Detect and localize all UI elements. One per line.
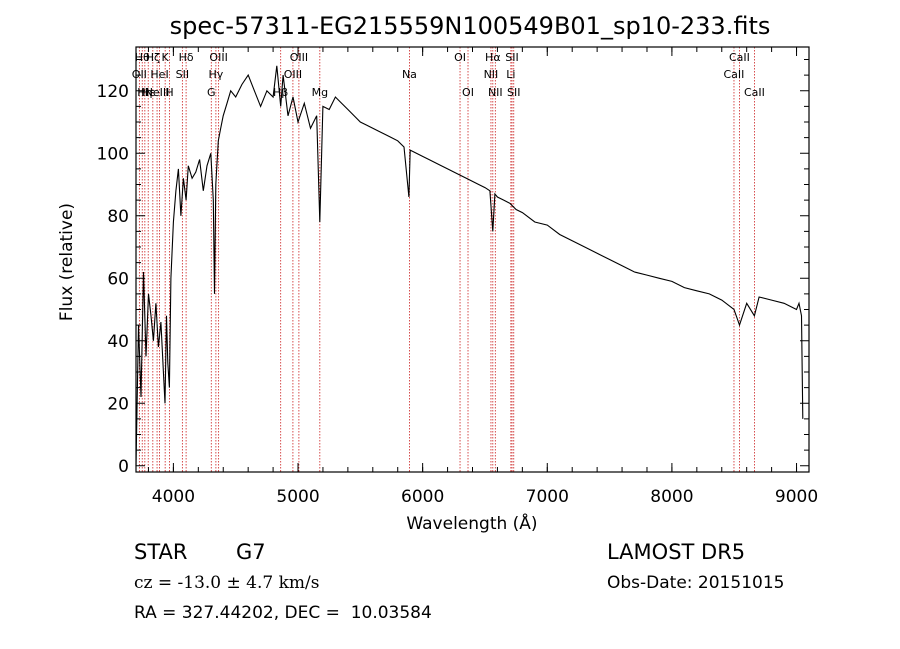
y-tick-label: 80 [107, 207, 129, 227]
spectral-line-label: Hζ [146, 51, 160, 64]
spectral-line-label: Hδ [179, 51, 194, 64]
spectral-line-label: OIII [284, 68, 302, 81]
survey-name: LAMOST DR5 [607, 540, 746, 564]
x-tick-label: 4000 [152, 487, 195, 507]
spectral-line-label: Li [506, 68, 515, 81]
spectral-line-label: Hθ [135, 51, 150, 64]
object-subclass: G7 [236, 540, 266, 564]
spectral-line-label: CaII [724, 68, 745, 81]
y-tick-label: 0 [118, 457, 129, 477]
spectral-line-label: OII [132, 68, 147, 81]
spectral-line-label: SII [505, 51, 518, 64]
spectral-line-label: Hε [141, 86, 155, 99]
coordinates: RA = 327.44202, DEC = 10.03584 [134, 603, 432, 623]
y-tick-label: 60 [107, 269, 129, 289]
x-tick-label: 9000 [775, 487, 818, 507]
spectral-line-label: K [162, 51, 170, 64]
y-axis-label: Flux (relative) [57, 203, 77, 321]
spectral-line-label: Hα [485, 51, 501, 64]
spectral-line-label: Hγ [208, 68, 223, 81]
spectral-line-label: OI [462, 86, 474, 99]
y-tick-label: 100 [97, 144, 129, 164]
spectral-line-label: Na [402, 68, 417, 81]
x-tick-label: 7000 [526, 487, 569, 507]
spectral-line-markers [138, 47, 755, 472]
redshift-velocity: cz = -13.0 ± 4.7 km/s [134, 573, 320, 593]
spectral-line-label: NII [488, 86, 503, 99]
spectrum-series-line [135, 65, 804, 466]
x-tick-label: 8000 [650, 487, 693, 507]
y-tick-label: 40 [107, 332, 129, 352]
spectral-line-label: G [207, 86, 216, 99]
spectral-line-label: H [165, 86, 173, 99]
spectral-line-label: OIII [209, 51, 227, 64]
spectral-line-labels: OIIHθHηHεHζNeIIIHeIKHSIIHδGHγOIIIHβOIIIO… [132, 51, 765, 99]
spectral-line-label: NII [484, 68, 499, 81]
spectral-line-label: Mg [312, 86, 328, 99]
y-tick-label: 120 [97, 82, 129, 102]
y-axis-ticks: 0 20 40 60 80 100 120 [97, 59, 809, 477]
x-axis-ticks: 4000 5000 6000 7000 8000 9000 [147, 47, 818, 507]
spectral-line-label: CaII [744, 86, 765, 99]
spectral-line-label: OI [454, 51, 466, 64]
object-class: STAR [134, 540, 188, 564]
observation-date: Obs-Date: 20151015 [607, 573, 785, 593]
x-tick-label: 6000 [401, 487, 444, 507]
spectral-line-label: HeI [150, 68, 168, 81]
spectral-line-label: SII [176, 68, 189, 81]
plot-frame [135, 46, 810, 473]
spectral-line-label: NeIII [145, 86, 170, 99]
y-tick-label: 20 [107, 394, 129, 414]
x-axis-label: Wavelength (Å) [406, 512, 537, 534]
spectral-line-label: OIII [290, 51, 308, 64]
spectral-line-label: SII [507, 86, 520, 99]
x-tick-label: 5000 [276, 487, 319, 507]
spectral-line-label: CaII [729, 51, 750, 64]
spectral-line-label: Hη [137, 86, 152, 99]
chart-title: spec-57311-EG215559N100549B01_sp10-233.f… [170, 12, 771, 40]
